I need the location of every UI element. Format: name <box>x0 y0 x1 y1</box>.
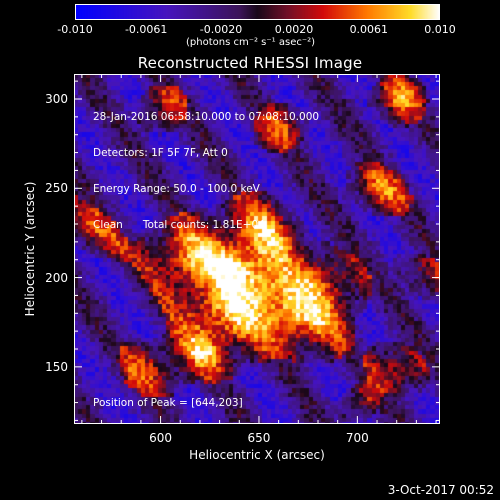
annotation-detectors: Detectors: 1F 5F 7F, Att 0 <box>93 147 228 159</box>
colorbar-frame <box>75 4 440 20</box>
reconstructed-image <box>74 74 440 424</box>
colorbar-label: (photons cm⁻² s⁻¹ asec⁻²) <box>186 37 316 48</box>
footer-date: 3-Oct-2017 00:52 <box>387 483 494 497</box>
y-tick-label: 300 <box>45 92 68 106</box>
x-tick-label: 650 <box>247 431 271 445</box>
plot-frame <box>74 74 440 424</box>
colorbar-tick-label: -0.010 <box>57 23 93 36</box>
annotation-energy: Energy Range: 50.0 - 100.0 keV <box>93 183 260 195</box>
colorbar-tick-label: -0.0061 <box>124 23 168 36</box>
x-axis-label: Heliocentric X (arcsec) <box>189 448 325 462</box>
colorbar-tick-label: 0.0061 <box>349 23 389 36</box>
y-tick-label: 250 <box>45 181 68 196</box>
chart-title: Reconstructed RHESSI Image <box>137 54 363 72</box>
colorbar-tick-label: 0.010 <box>424 23 456 36</box>
peak-position-label: Position of Peak = [644,203] <box>93 397 243 409</box>
x-tick-label: 700 <box>345 431 369 445</box>
y-tick-label: 150 <box>45 359 68 374</box>
annotation-clean: Clean Total counts: 1.81E+04 <box>93 219 265 231</box>
y-tick-label: 200 <box>45 270 68 285</box>
colorbar <box>75 4 440 20</box>
annotation-time: 28-Jan-2016 06:58:10.000 to 07:08:10.000 <box>93 111 320 123</box>
x-tick-label: 600 <box>149 431 173 445</box>
colorbar-ticks: -0.010 -0.0061 -0.0020 0.0020 0.0061 0.010 <box>0 0 500 50</box>
y-axis-label: Heliocentric Y (arcsec) <box>23 181 37 317</box>
colorbar-tick-label: -0.0020 <box>199 23 243 36</box>
annotation-block: 28-Jan-2016 06:58:10.000 to 07:08:10.000… <box>93 87 319 243</box>
colorbar-tick-label: 0.0020 <box>274 23 314 36</box>
